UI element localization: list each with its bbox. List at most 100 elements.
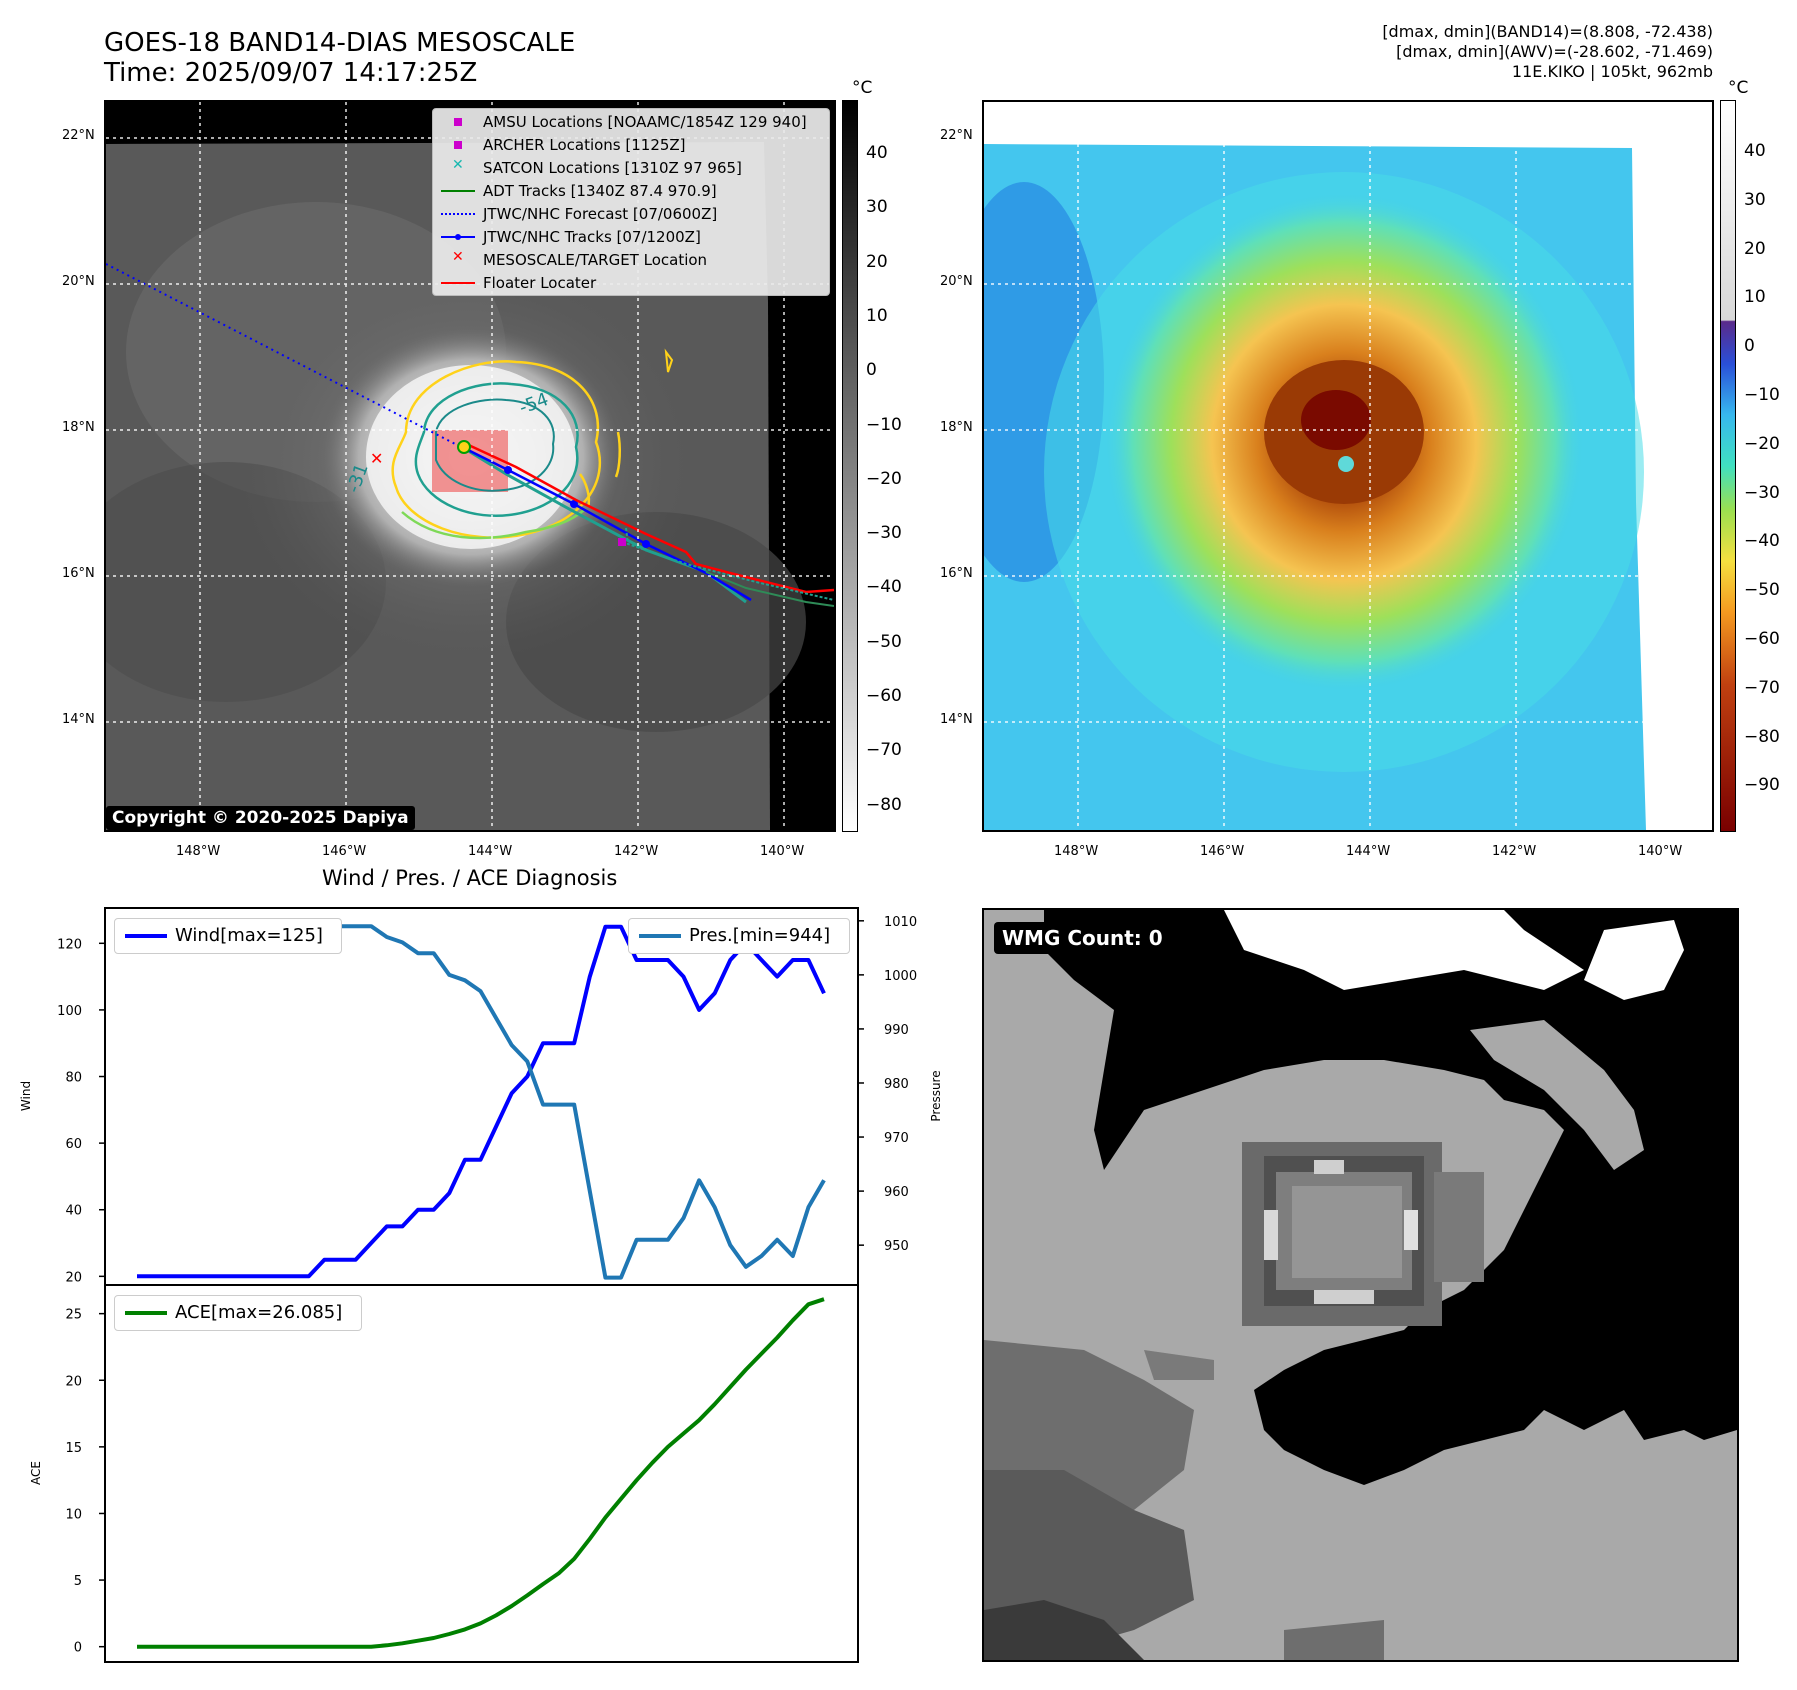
colorbar-right	[1720, 100, 1736, 832]
y-tick-label: 1000	[884, 969, 917, 984]
dmax-dmin-band14: [dmax, dmin](BAND14)=(8.808, -72.438)	[1382, 22, 1713, 41]
map-title: GOES-18 BAND14-DIAS MESOSCALE	[104, 28, 576, 58]
colorbar-left	[842, 100, 858, 832]
lat-label-18n: 18°N	[62, 420, 95, 435]
colorbar-tick: 40	[1744, 141, 1766, 161]
colorbar-tick: 30	[866, 197, 888, 218]
colorbar-left-unit: °C	[852, 78, 873, 98]
colorbar-tick: −60	[866, 686, 902, 706]
pressure-legend: Pres.[min=944]	[628, 918, 850, 954]
y-tick-label: 5	[74, 1574, 82, 1589]
x-marker-icon: ✕	[452, 157, 464, 173]
lat-label-16n: 16°N	[62, 566, 95, 581]
y-tick-label: 60	[65, 1137, 82, 1152]
y-tick-label: 40	[65, 1204, 82, 1219]
y-tick-label: 950	[884, 1239, 909, 1254]
map-legend: AMSU Locations [NOAAMC/1854Z 129 940] AR…	[432, 108, 830, 296]
diagnosis-chart-title: Wind / Pres. / ACE Diagnosis	[322, 866, 618, 890]
pressure-axis-label: Pressure	[929, 1070, 943, 1121]
colorbar-tick: 20	[866, 251, 888, 272]
lat-label-16n-right: 16°N	[940, 566, 973, 581]
colorbar-tick: −20	[866, 468, 902, 489]
colorbar-tick: −70	[866, 740, 902, 761]
y-tick-label: 960	[884, 1185, 909, 1200]
ace-series	[137, 1297, 825, 1649]
lat-label-22n: 22°N	[62, 128, 95, 143]
y-tick-label: 10	[65, 1507, 82, 1522]
colorbar-tick: −40	[866, 577, 902, 598]
colorbar-right-unit: °C	[1728, 78, 1749, 98]
y-tick-label: 0	[74, 1641, 82, 1656]
lat-label-20n: 20°N	[62, 274, 95, 289]
colorbar-tick: −50	[866, 631, 902, 652]
colorbar-tick: −80	[866, 794, 902, 815]
colorbar-tick: −90	[1744, 775, 1780, 796]
ir-satellite-map: -54 -31 ✕	[104, 100, 836, 832]
lon-label-146w: 146°W	[322, 844, 367, 859]
lon-label-140w-right: 140°W	[1638, 844, 1683, 859]
y-tick-label: 15	[65, 1441, 82, 1456]
wind-axis: 20 40 60 80 100 120	[57, 937, 105, 1285]
colorbar-tick: −50	[1744, 580, 1780, 601]
lon-label-142w: 142°W	[614, 844, 659, 859]
colorbar-tick: −60	[1744, 629, 1780, 649]
ace-legend-line-icon	[125, 1311, 167, 1315]
lat-label-20n-right: 20°N	[940, 274, 973, 289]
colorbar-tick: 30	[1744, 189, 1766, 210]
y-tick-label: 20	[65, 1374, 82, 1389]
map-time: Time: 2025/09/07 14:17:25Z	[104, 58, 478, 88]
square-marker-icon	[454, 141, 462, 149]
wind-axis-label: Wind	[19, 1081, 33, 1111]
lat-label-22n-right: 22°N	[940, 128, 973, 143]
floater-track	[461, 440, 834, 594]
line-with-dot-icon	[455, 234, 461, 240]
dmax-dmin-awv: [dmax, dmin](AWV)=(-28.602, -71.469)	[1396, 42, 1713, 61]
mesoscale-target-marker: ✕	[370, 449, 383, 468]
y-tick-label: 80	[65, 1071, 82, 1086]
wmg-panel: WMG Count: 0	[982, 908, 1739, 1662]
y-tick-label: 25	[65, 1308, 82, 1323]
lon-label-144w-right: 144°W	[1346, 844, 1391, 859]
awv-colored-map	[982, 100, 1714, 832]
copyright-label: Copyright © 2020-2025 Dapiya	[106, 806, 415, 830]
colorbar-tick: −40	[1744, 531, 1780, 552]
colorbar-tick: −10	[1744, 385, 1780, 405]
wmg-count-label: WMG Count: 0	[994, 922, 1171, 954]
lat-label-14n-right: 14°N	[940, 712, 973, 727]
lon-label-140w: 140°W	[760, 844, 805, 859]
ace-panel	[104, 1284, 859, 1663]
pressure-axis: 950 960 970 980 990 1000 1010	[858, 915, 917, 1254]
lat-label-18n-right: 18°N	[940, 420, 973, 435]
colorbar-tick: 20	[1744, 238, 1766, 259]
colorbar-tick: 10	[866, 305, 888, 326]
colorbar-tick: −70	[1744, 677, 1780, 698]
dotted-line-icon	[441, 213, 475, 215]
wind-series	[137, 924, 826, 1279]
y-tick-label: 970	[884, 1131, 909, 1146]
lon-label-148w: 148°W	[176, 844, 221, 859]
solid-line-icon	[441, 190, 475, 192]
colorbar-tick: −30	[866, 523, 902, 544]
y-tick-label: 100	[57, 1004, 82, 1019]
ace-axis-label: ACE	[29, 1461, 43, 1485]
colorbar-tick: −80	[1744, 726, 1780, 747]
lat-label-14n: 14°N	[62, 712, 95, 727]
wind-legend: Wind[max=125]	[114, 918, 342, 954]
amsu-marker	[618, 538, 626, 546]
x-marker-icon: ✕	[452, 249, 464, 265]
wind-line	[137, 924, 826, 1279]
solid-line-icon	[441, 282, 475, 284]
y-tick-label: 990	[884, 1023, 909, 1038]
storm-info: 11E.KIKO | 105kt, 962mb	[1511, 62, 1713, 81]
colorbar-tick: −10	[866, 414, 902, 435]
colorbar-tick: 10	[1744, 287, 1766, 308]
y-tick-label: 980	[884, 1077, 909, 1092]
y-tick-label: 20	[65, 1270, 82, 1285]
lon-label-142w-right: 142°W	[1492, 844, 1537, 859]
square-marker-icon	[454, 118, 462, 126]
ace-axis: 0 5 10 15 20 25	[65, 1308, 105, 1656]
pressure-legend-line-icon	[639, 934, 681, 938]
colorbar-tick: −20	[1744, 433, 1780, 454]
lon-label-148w-right: 148°W	[1054, 844, 1099, 859]
